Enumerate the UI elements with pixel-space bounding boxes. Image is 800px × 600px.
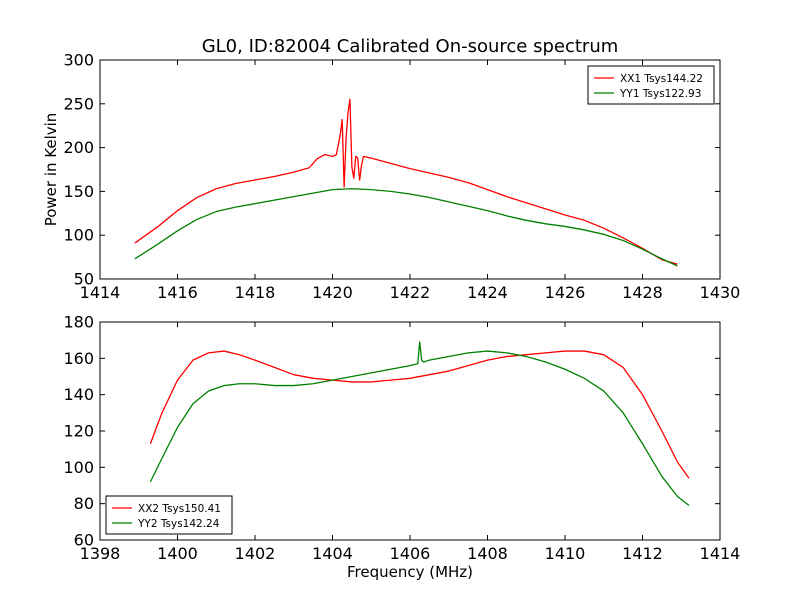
y-axis-label: Power in Kelvin <box>42 113 60 227</box>
x-tick-label: 1404 <box>312 544 353 563</box>
legend-1: XX1 Tsys144.22 YY1 Tsys122.93 <box>587 65 715 105</box>
y-tick-label: 180 <box>63 313 94 332</box>
x-tick-label: 1424 <box>467 283 508 302</box>
x-tick-label: 1416 <box>157 283 198 302</box>
legend-entry: YY1 Tsys122.93 <box>619 88 701 100</box>
x-tick-label: 1408 <box>467 544 508 563</box>
y-tick-label: 140 <box>63 385 94 404</box>
y-tick-label: 60 <box>74 531 94 550</box>
x-axis-label: Frequency (MHz) <box>347 563 473 581</box>
x-tick-label: 1412 <box>622 544 663 563</box>
legend-entry: XX1 Tsys144.22 <box>620 73 703 85</box>
legend-entry: XX2 Tsys150.41 <box>138 503 221 515</box>
y-tick-label: 300 <box>63 51 94 70</box>
x-tick-label: 1428 <box>622 283 663 302</box>
x-tick-label: 1406 <box>390 544 431 563</box>
legend-2: XX2 Tsys150.41 YY2 Tsys142.24 <box>105 495 233 535</box>
chart-panel-2: 1398 1400 1402 1404 1406 1408 1410 1412 1414 60 80… <box>63 313 740 582</box>
series-line-2-2 <box>149 341 690 506</box>
y-tick-label: 250 <box>63 94 94 113</box>
legend-box <box>587 65 715 105</box>
legend-box <box>105 495 233 535</box>
x-tick-label: 1414 <box>80 283 121 302</box>
x-tick-label: 1426 <box>545 283 586 302</box>
y-tick-label: 100 <box>63 226 94 245</box>
x-tick-label: 1420 <box>312 283 353 302</box>
x-tick-label: 1418 <box>235 283 276 302</box>
y-tick-label: 160 <box>63 349 94 368</box>
y-tick-label: 80 <box>74 494 94 513</box>
x-tick-label: 1414 <box>700 544 741 563</box>
x-tick-label: 1398 <box>80 544 121 563</box>
x-tick-label: 1400 <box>157 544 198 563</box>
series-line-1-1 <box>134 98 678 265</box>
y-tick-label: 120 <box>63 422 94 441</box>
y-tick-label: 200 <box>63 138 94 157</box>
x-tick-label: 1410 <box>545 544 586 563</box>
y-tick-label: 150 <box>63 182 94 201</box>
x-tick-label: 1402 <box>235 544 276 563</box>
x-tick-label: 1422 <box>390 283 431 302</box>
legend-entry: YY2 Tsys142.24 <box>137 518 220 530</box>
x-tick-label: 1430 <box>700 283 741 302</box>
series-line-2-1 <box>149 350 690 479</box>
y-tick-label: 50 <box>74 270 94 289</box>
chart-title: GL0, ID:82004 Calibrated On-source spect… <box>202 36 619 57</box>
y-tick-label: 100 <box>63 458 94 477</box>
series-line-1-2 <box>134 188 678 267</box>
chart-panel-1: 1414 1416 1418 1420 1422 1424 1426 1428 1430 50 10… <box>42 36 740 302</box>
